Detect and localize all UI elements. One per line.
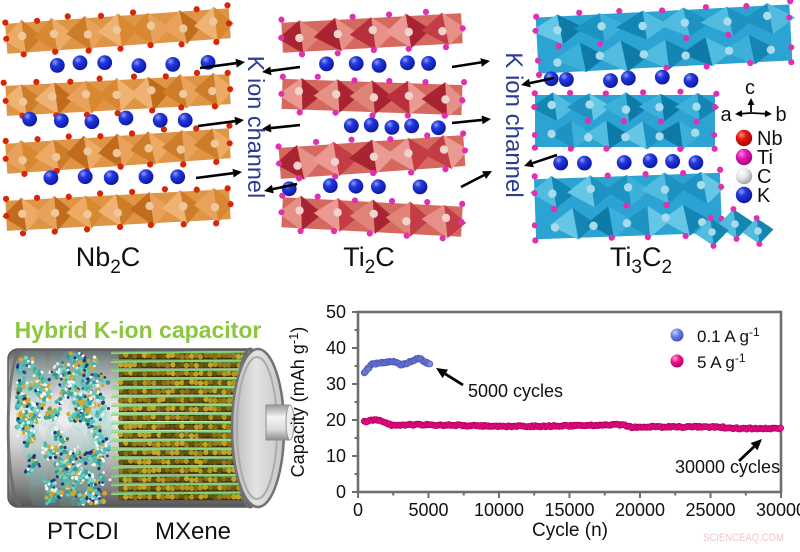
svg-text:SCIENCEAQ.COM: SCIENCEAQ.COM (703, 532, 784, 544)
svg-text:15000: 15000 (544, 500, 594, 520)
svg-text:c: c (745, 77, 755, 99)
svg-text:0: 0 (336, 482, 346, 502)
svg-text:K: K (757, 185, 771, 207)
svg-text:40: 40 (326, 338, 346, 358)
svg-text:MXene: MXene (155, 518, 231, 545)
svg-text:5000: 5000 (408, 500, 448, 520)
svg-text:PTCDI: PTCDI (47, 518, 119, 545)
svg-text:Hybrid K-ion capacitor: Hybrid K-ion capacitor (15, 317, 262, 343)
svg-text:C: C (757, 166, 771, 188)
svg-text:10: 10 (326, 446, 346, 466)
svg-text:30000 cycles: 30000 cycles (675, 457, 780, 477)
svg-text:K ion channel: K ion channel (243, 56, 269, 198)
svg-text:50: 50 (326, 302, 346, 322)
svg-text:b: b (775, 104, 786, 126)
svg-text:30: 30 (326, 374, 346, 394)
svg-text:0: 0 (353, 500, 363, 520)
svg-text:Capacity (mAh g-1): Capacity (mAh g-1) (286, 327, 308, 478)
svg-text:5000 cycles: 5000 cycles (468, 381, 563, 401)
svg-text:Nb: Nb (757, 128, 783, 150)
svg-text:Cycle (n): Cycle (n) (532, 520, 608, 541)
svg-text:25000: 25000 (685, 500, 735, 520)
svg-text:20: 20 (326, 410, 346, 430)
svg-text:20000: 20000 (615, 500, 665, 520)
svg-text:5 A g-1: 5 A g-1 (697, 351, 746, 372)
svg-text:K ion channel: K ion channel (500, 52, 527, 197)
svg-text:a: a (720, 104, 732, 126)
svg-text:10000: 10000 (474, 500, 524, 520)
svg-text:Ti: Ti (757, 147, 773, 169)
svg-text:0.1 A g-1: 0.1 A g-1 (697, 325, 760, 346)
svg-text:30000: 30000 (756, 500, 800, 520)
